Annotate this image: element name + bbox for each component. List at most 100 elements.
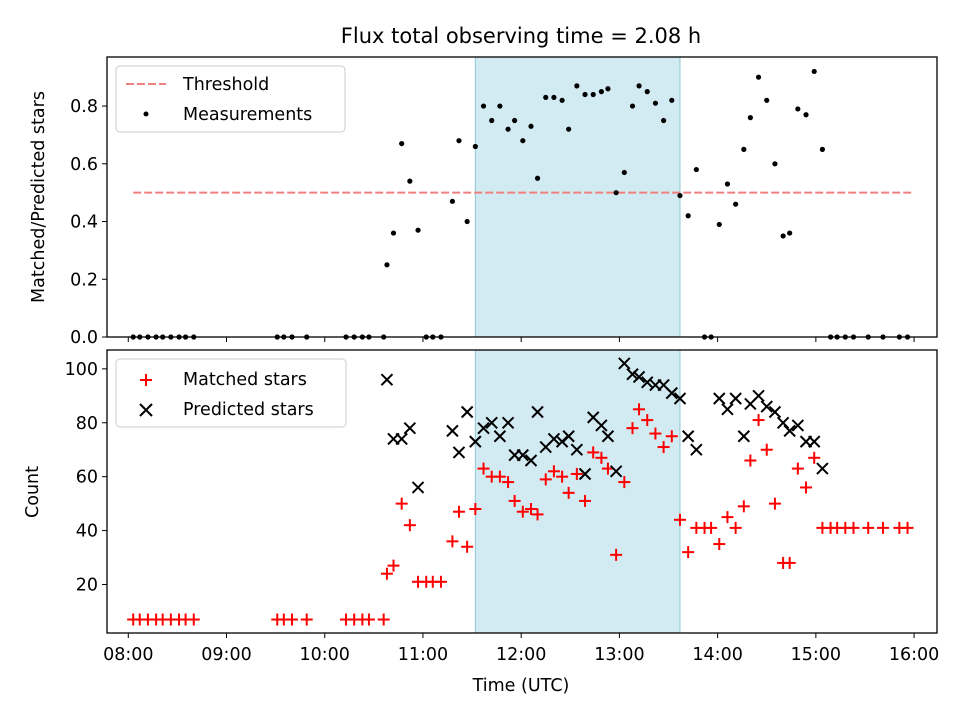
measurement-point [795,106,801,112]
predicted-star-point [485,416,498,429]
predicted-star-point-b [729,392,742,405]
predicted-star-point [808,435,821,448]
measurement-point [787,230,793,236]
matched-star-point [469,503,482,516]
bottom-panel: Count Time (UTC) [23,466,569,696]
predicted-star-point [713,392,726,405]
predicted-star-point-b [469,435,482,448]
top-y-tick-label: 0.0 [70,328,98,348]
matched-star-point [791,462,804,475]
measurement-point [621,169,627,176]
predicted-star-point-b [446,424,459,438]
predicted-star-point-b [632,370,646,384]
matched-star-point [649,427,662,440]
matched-star-point [502,476,515,489]
matched-star-point [380,567,393,580]
matched-star-point [403,519,416,532]
predicted-star-point [760,400,773,413]
predicted-star-point [493,430,507,443]
predicted-star-point [791,419,805,432]
measurement-point [755,74,762,80]
bottom-y-tick-label: 20 [76,575,98,595]
matched-star-point [808,451,821,464]
matched-star-point [525,503,538,516]
predicted-star-point-b [570,443,584,456]
bottom-y-axis-label: Count [23,466,43,518]
predicted-star-point [632,370,646,384]
predicted-star-point-b [690,443,703,456]
predicted-legend-marker [139,403,153,417]
predicted-star-point-b [531,405,544,419]
matched-star-point [556,470,569,483]
predicted-star-point [403,421,417,435]
matched-star-point [737,500,750,513]
measurements-legend-marker [143,111,149,117]
matched-star-point [395,497,408,510]
x-tick-label: 16:00 [889,645,939,665]
matched-star-point [595,451,608,464]
measurement-point [543,94,549,101]
matched-legend-marker [140,374,152,386]
top-y-axis-label: Matched/Predicted stars [29,91,49,303]
measurement-point [464,218,470,225]
measurement-point [605,86,611,92]
predicted-star-point [562,430,575,443]
predicted-star-point [665,386,679,400]
predicted-star-point [721,403,734,416]
measurement-point [407,178,413,184]
measurement-point [399,140,405,147]
x-tick-label: 14:00 [692,645,742,665]
predicted-star-point-b [737,430,751,443]
measurement-point [449,198,456,204]
predicted-star-point [570,443,584,456]
measurement-point [415,227,421,233]
predicted-star-point-b [460,405,474,419]
measurement-point [582,91,588,98]
predicted-star-point [524,454,538,467]
matched-star-point [862,521,875,534]
matched-star-point [729,521,742,534]
predicted-star-point-b [783,424,796,438]
matched-star-point [601,462,614,475]
x-tick-label: 11:00 [398,645,448,665]
matched-star-point [713,538,726,551]
predicted-star-point [531,405,544,419]
measurements-series [130,68,911,340]
measurement-point [629,103,636,109]
matched-star-point [461,540,474,553]
matched-star-point [377,613,390,626]
measurement-point [819,146,826,152]
predicted-star-point [395,432,408,446]
matched-star-point [682,546,695,559]
bottom-legend-box [115,358,347,428]
matched-star-point [285,613,298,626]
predicted-star-point [768,405,782,419]
measurement-point [747,115,753,121]
matched-star-point [452,505,465,518]
measurements-legend-label: Measurements [183,105,312,125]
measurement-point [497,103,503,109]
top-legend: Threshold Measurements [115,65,346,133]
predicted-star-point [737,430,751,443]
measurement-point [693,166,699,173]
measurement-point [456,138,462,144]
predicted-legend-label: Predicted stars [183,400,314,420]
predicted-star-point-b [411,481,425,494]
predicted-star-point-b [713,392,726,405]
predicted-star-point-b [618,357,631,370]
matched-star-point [744,454,757,467]
x-tick-label: 13:00 [594,645,644,665]
measurement-point [803,112,809,118]
matched-star-point [562,486,575,499]
predicted-star-point-b [501,416,515,429]
measurement-point [811,68,817,75]
measurement-point [520,138,526,144]
matched-star-point [618,476,631,489]
bottom-y-tick-label: 80 [76,414,98,434]
measurement-point [733,201,739,207]
measurement-point [590,91,596,98]
measurement-point [716,221,722,228]
matched-star-point [579,494,592,507]
matched-star-point [673,513,686,526]
matched-star-point [434,575,447,588]
